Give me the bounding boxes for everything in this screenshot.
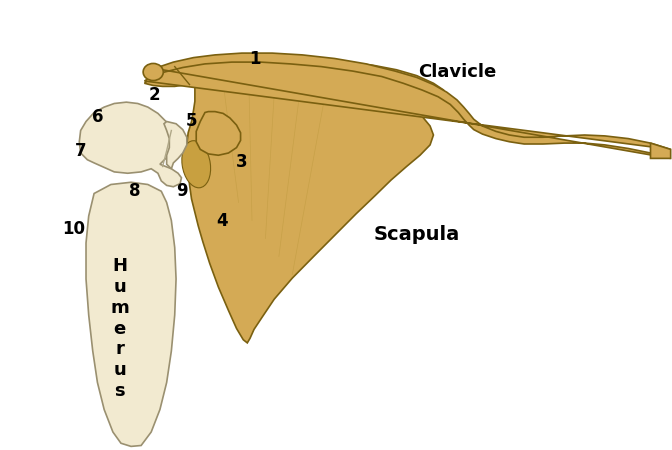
Text: 4: 4 [216,212,228,230]
Polygon shape [86,182,176,446]
Text: H
u
m
e
r
u
s: H u m e r u s [110,257,129,400]
Polygon shape [196,112,241,155]
Ellipse shape [143,63,163,81]
Polygon shape [650,143,671,158]
Polygon shape [187,61,447,343]
Text: 3: 3 [236,153,248,171]
Text: 7: 7 [75,142,87,160]
Polygon shape [144,53,671,158]
Text: Clavicle: Clavicle [418,63,496,81]
Text: 9: 9 [175,182,187,200]
Text: 10: 10 [62,220,85,238]
Text: 8: 8 [128,182,140,200]
Text: 2: 2 [149,86,161,104]
Polygon shape [79,102,181,187]
Ellipse shape [182,141,210,188]
Polygon shape [144,71,208,86]
Text: 5: 5 [185,112,198,130]
Text: 6: 6 [91,108,103,126]
Text: 1: 1 [249,50,261,68]
Polygon shape [164,122,187,169]
Text: Scapula: Scapula [374,225,460,243]
